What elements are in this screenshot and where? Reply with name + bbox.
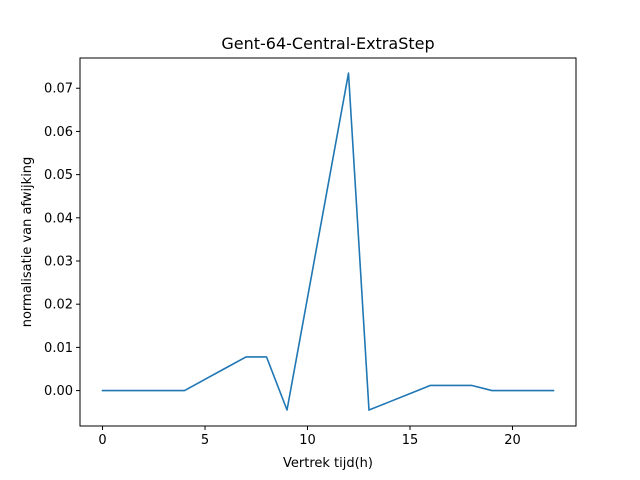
x-axis-label: Vertrek tijd(h)	[283, 456, 373, 471]
x-tick-label: 10	[299, 433, 316, 448]
axes-frame	[79, 57, 577, 427]
y-tick-label: 0.05	[44, 168, 73, 183]
y-tick-label: 0.00	[44, 384, 73, 399]
y-axis: 0.00 0.01 0.02 0.03 0.04 0.05 0.06 0.07	[44, 82, 80, 399]
y-tick-label: 0.02	[44, 298, 73, 313]
x-tick-label: 5	[201, 433, 209, 448]
x-axis: 0 5 10 15 20	[98, 426, 521, 448]
chart-title: Gent-64-Central-ExtraStep	[221, 34, 434, 53]
y-tick-label: 0.01	[44, 341, 73, 356]
y-tick-label: 0.06	[44, 125, 73, 140]
y-tick-label: 0.03	[44, 255, 73, 270]
series-line	[101, 72, 555, 411]
y-axis-label: normalisatie van afwijking	[20, 157, 35, 328]
y-tick-label: 0.07	[44, 82, 73, 97]
x-tick-label: 15	[402, 433, 419, 448]
plot-area	[101, 72, 555, 411]
y-tick-label: 0.04	[44, 211, 73, 226]
x-tick-label: 20	[504, 433, 521, 448]
x-tick-label: 0	[98, 433, 106, 448]
